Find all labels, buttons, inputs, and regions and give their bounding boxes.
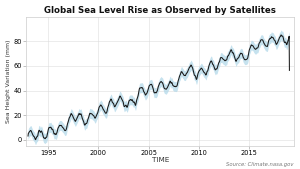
Title: Global Sea Level Rise as Observed by Satellites: Global Sea Level Rise as Observed by Sat…: [44, 6, 276, 15]
Text: Source: Climate.nasa.gov: Source: Climate.nasa.gov: [226, 162, 294, 167]
Y-axis label: Sea Height Variation (mm): Sea Height Variation (mm): [6, 40, 10, 123]
X-axis label: TIME: TIME: [152, 158, 169, 163]
